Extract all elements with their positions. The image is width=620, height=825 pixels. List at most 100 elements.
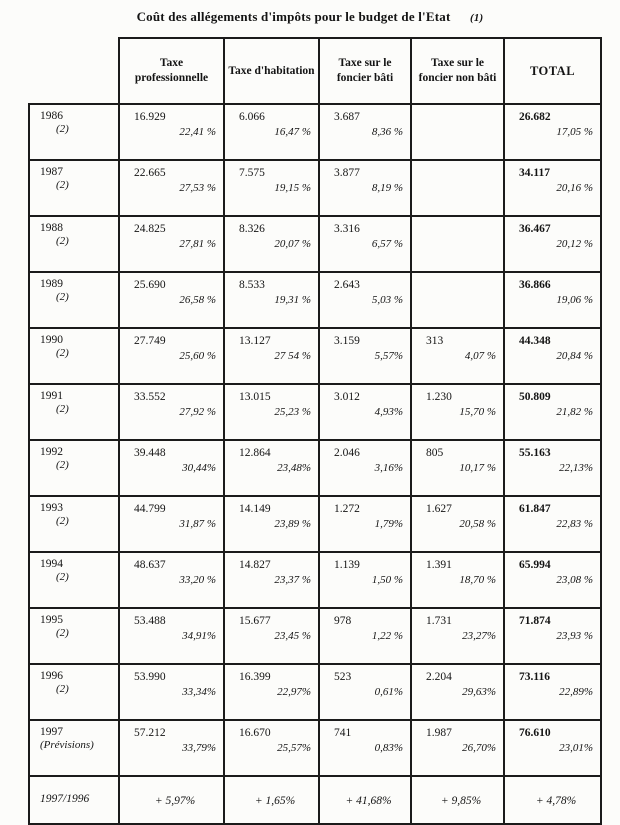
value-cell: 33.552 27,92 % [118, 383, 225, 441]
amount-value: 1.139 [334, 559, 360, 571]
corner-empty-cell [29, 38, 119, 104]
amount-value: 1.272 [334, 503, 360, 515]
year-cell: 1994 (2) [28, 551, 120, 609]
percentage-value: 33,79% [182, 742, 216, 755]
value-cell: 16.929 22,41 % [118, 103, 225, 161]
header-row: Taxe professionnelle Taxe d'habitation T… [29, 37, 602, 105]
year-label: 1991 [40, 390, 63, 402]
value-cell: 22.665 27,53 % [118, 159, 225, 217]
percentage-value: + 41,68% [345, 794, 392, 807]
year-cell: 1993 (2) [28, 495, 120, 553]
percentage-value: 33,34% [182, 686, 216, 699]
year-cell: 1988 (2) [28, 215, 120, 273]
year-footnote: (2) [56, 179, 69, 191]
year-footnote: (Prévisions) [40, 739, 94, 751]
total-cell: 76.610 23,01% [503, 719, 602, 777]
percentage-value: 3,16% [374, 462, 403, 475]
value-cell: 1.272 1,79% [318, 495, 412, 553]
year-label: 1994 [40, 558, 63, 570]
table-row: 1987 (2) 22.665 27,53 % 7.575 19,15 % 3.877 8,1… [28, 159, 602, 217]
value-cell: 13.015 25,23 % [223, 383, 320, 441]
amount-value: 22.665 [134, 167, 166, 179]
year-cell: 1997 (Prévisions) [28, 719, 120, 777]
amount-value: 50.809 [519, 391, 551, 403]
column-header-foncier-non-bati: Taxe sur le foncier non bâti [410, 37, 505, 105]
value-cell: 1.391 18,70 % [410, 551, 505, 609]
table-row: 1997 (Prévisions) 57.212 33,79% 16.670 25,57%… [28, 719, 602, 777]
amount-value: 71.874 [519, 615, 551, 627]
value-cell: 6.066 16,47 % [223, 103, 320, 161]
value-cell: 25.690 26,58 % [118, 271, 225, 329]
percentage-value: 29,63% [462, 686, 496, 699]
amount-value: 805 [426, 447, 444, 459]
year-footnote: (2) [56, 123, 69, 135]
amount-value: 76.610 [519, 727, 551, 739]
percentage-value: 20,16 % [556, 182, 593, 195]
percentage-value: 23,37 % [274, 574, 311, 587]
year-footnote: (2) [56, 515, 69, 527]
year-cell: 1986 (2) [28, 103, 120, 161]
amount-value: 2.643 [334, 279, 360, 291]
value-cell: 3.316 6,57 % [318, 215, 412, 273]
amount-value: 44.799 [134, 503, 166, 515]
percentage-value: 27,81 % [179, 238, 216, 251]
year-cell: 1997/1996 [28, 775, 120, 825]
percentage-value: + 9,85% [440, 794, 482, 807]
year-cell: 1991 (2) [28, 383, 120, 441]
tax-relief-table: Taxe professionnelle Taxe d'habitation T… [28, 37, 602, 825]
column-header-total: TOTAL [503, 37, 602, 105]
year-label: 1996 [40, 670, 63, 682]
year-label: 1986 [40, 110, 63, 122]
amount-value: 12.864 [239, 447, 271, 459]
percentage-value: 19,31 % [274, 294, 311, 307]
amount-value: 978 [334, 615, 352, 627]
total-cell: 34.117 20,16 % [503, 159, 602, 217]
value-cell: 3.159 5,57% [318, 327, 412, 385]
value-cell: 2.204 29,63% [410, 663, 505, 721]
year-cell: 1996 (2) [28, 663, 120, 721]
value-cell: 44.799 31,87 % [118, 495, 225, 553]
percentage-value: 0,83% [374, 742, 403, 755]
value-cell: 16.670 25,57% [223, 719, 320, 777]
amount-value: 3.159 [334, 335, 360, 347]
amount-value: 61.847 [519, 503, 551, 515]
percentage-value: 22,41 % [179, 126, 216, 139]
amount-value: 65.994 [519, 559, 551, 571]
percentage-value: 8,36 % [371, 126, 403, 139]
value-cell [410, 215, 505, 273]
year-label: 1997 [40, 726, 63, 738]
percentage-value: 1,50 % [371, 574, 403, 587]
amount-value: 26.682 [519, 111, 551, 123]
total-cell: 26.682 17,05 % [503, 103, 602, 161]
year-label: 1997/1996 [40, 792, 90, 805]
amount-value: 14.149 [239, 503, 271, 515]
table-row: 1994 (2) 48.637 33,20 % 14.827 23,37 % 1.139 1,… [28, 551, 602, 609]
value-cell: 1.731 23,27% [410, 607, 505, 665]
percentage-value: 15,70 % [459, 406, 496, 419]
percentage-value: 22,83 % [556, 518, 593, 531]
percentage-value: 23,01% [559, 742, 593, 755]
year-footnote: (2) [56, 571, 69, 583]
value-cell: 1.230 15,70 % [410, 383, 505, 441]
amount-value: 1.731 [426, 615, 452, 627]
amount-value: 6.066 [239, 111, 265, 123]
value-cell: 3.687 8,36 % [318, 103, 412, 161]
year-label: 1993 [40, 502, 63, 514]
year-cell: 1992 (2) [28, 439, 120, 497]
year-footnote: (2) [56, 403, 69, 415]
percentage-value: 33,20 % [179, 574, 216, 587]
total-cell: 61.847 22,83 % [503, 495, 602, 553]
percentage-value: 21,82 % [556, 406, 593, 419]
value-cell: 7.575 19,15 % [223, 159, 320, 217]
value-cell: + 1,65% [223, 775, 320, 825]
year-label: 1988 [40, 222, 63, 234]
amount-value: 53.488 [134, 615, 166, 627]
value-cell: + 5,97% [118, 775, 225, 825]
year-footnote: (2) [56, 459, 69, 471]
value-cell: 57.212 33,79% [118, 719, 225, 777]
summary-row: 1997/1996 + 5,97% + 1,65% + 41,68% + 9,85% + … [28, 775, 602, 825]
year-label: 1989 [40, 278, 63, 290]
table-row: 1995 (2) 53.488 34,91% 15.677 23,45 % 978 1,22 … [28, 607, 602, 665]
percentage-value: 0,61% [374, 686, 403, 699]
amount-value: 7.575 [239, 167, 265, 179]
